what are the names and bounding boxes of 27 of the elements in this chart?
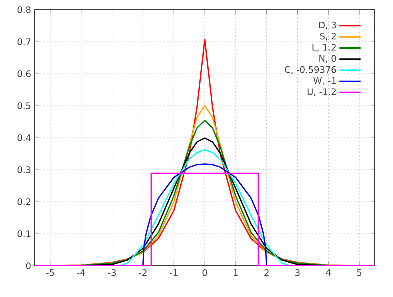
legend-label: D, 3: [319, 22, 336, 30]
y-tick-label: 0.8: [18, 6, 31, 14]
y-tick-label: 0: [26, 262, 31, 270]
x-tick-label: -1: [170, 270, 178, 276]
legend-label: C, -0.59376: [285, 66, 336, 74]
x-tick-label: 3: [296, 270, 300, 276]
x-tick-label: -4: [77, 270, 86, 276]
legend-label: U, -1.2: [308, 88, 336, 96]
y-tick-label: 0.6: [18, 70, 31, 78]
y-tick-label: 0.3: [18, 166, 31, 174]
y-tick-label: 0.7: [18, 38, 31, 46]
x-tick-label: 2: [264, 270, 269, 276]
y-tick-label: 0.1: [18, 230, 31, 238]
y-tick-label: 0.2: [18, 198, 31, 206]
x-tick-label: 0: [202, 270, 208, 276]
x-tick-label: -2: [139, 270, 147, 276]
x-tick-label: 5: [357, 270, 362, 276]
x-tick-label: -5: [46, 270, 54, 276]
legend-label: L, 1.2: [312, 44, 336, 52]
y-tick-label: 0.5: [18, 102, 31, 110]
legend-label: N, 0: [320, 55, 336, 63]
y-tick-label: 0.4: [18, 134, 31, 142]
legend-label: S, 2: [320, 33, 336, 41]
x-tick-label: 4: [326, 270, 331, 276]
x-tick-label: -3: [108, 270, 116, 276]
x-tick-label: 1: [234, 270, 238, 276]
legend-label: W, -1: [314, 78, 336, 86]
